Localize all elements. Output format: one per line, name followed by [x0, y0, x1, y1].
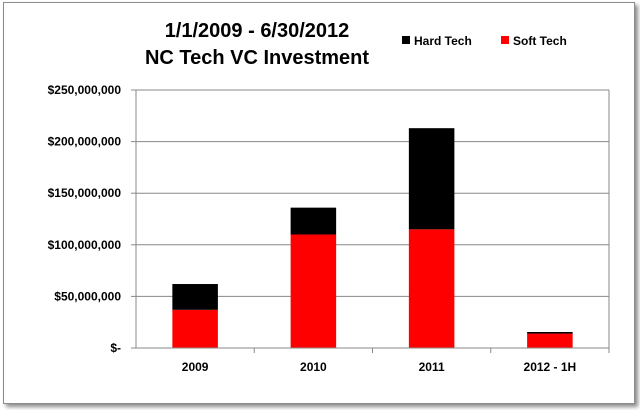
y-tick-label: $200,000,000 — [48, 135, 122, 149]
legend-label-soft-tech: Soft Tech — [513, 34, 567, 48]
x-tick-label: 2010 — [300, 360, 327, 374]
bar-soft-tech-2011 — [408, 229, 455, 348]
bar-soft-tech-2012-1H — [527, 333, 573, 348]
chart-title-line-2: NC Tech VC Investment — [145, 47, 369, 69]
bar-hard-tech-2010 — [290, 207, 337, 235]
x-axis: 2009 2010 2011 2012 - 1H — [136, 347, 610, 374]
y-tick-label: $150,000,000 — [48, 186, 122, 200]
bar-hard-tech-2012-1H — [527, 332, 573, 334]
x-tick-label: 2011 — [419, 360, 445, 374]
y-axis: $- $50,000,000 $100,000,000 $150,000,000 $20… — [48, 83, 136, 355]
legend-label-hard-tech: Hard Tech — [414, 34, 472, 48]
y-tick-label: $50,000,000 — [54, 289, 121, 303]
x-tick-label: 2009 — [182, 360, 209, 374]
bar-hard-tech-2011 — [408, 128, 455, 230]
y-tick-label: $- — [110, 341, 121, 355]
bar-hard-tech-2009 — [172, 284, 218, 310]
bar-soft-tech-2009 — [172, 309, 218, 348]
y-tick-label: $250,000,000 — [48, 83, 122, 97]
x-tick-label: 2012 - 1H — [524, 360, 577, 374]
legend-swatch-soft-tech — [501, 36, 509, 44]
legend-swatch-hard-tech — [402, 36, 410, 44]
legend: Hard Tech Soft Tech — [402, 34, 567, 48]
chart-title-line-1: 1/1/2009 - 6/30/2012 — [165, 20, 350, 42]
bar-soft-tech-2010 — [290, 234, 337, 348]
y-tick-label: $100,000,000 — [48, 238, 122, 252]
bars — [172, 128, 573, 348]
